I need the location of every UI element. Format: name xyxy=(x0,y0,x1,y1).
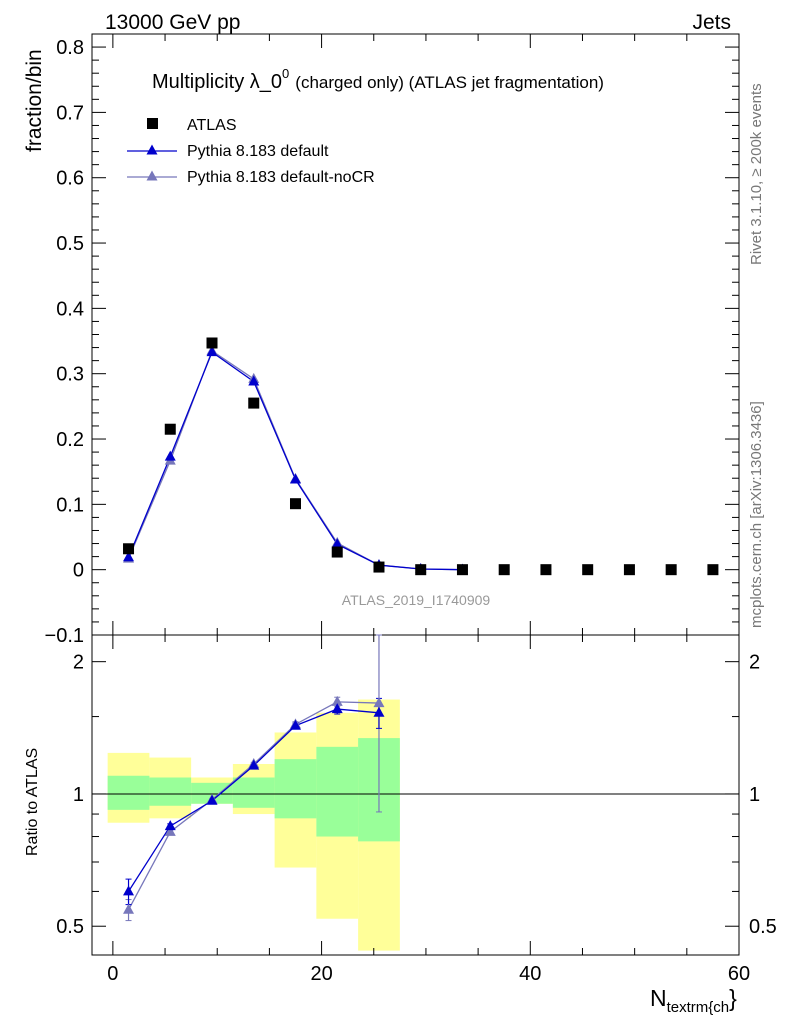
ratio-ytick-label-left: 2 xyxy=(73,652,84,674)
ratio-band-green xyxy=(149,777,192,806)
ratio-point-default xyxy=(331,703,343,714)
main-point-atlas xyxy=(248,397,260,409)
xtick-label: 60 xyxy=(728,963,750,985)
main-point-atlas xyxy=(456,564,468,576)
ratio-point-default xyxy=(164,820,176,831)
legend-default-label: Pythia 8.183 default xyxy=(187,143,329,160)
main-point-atlas xyxy=(707,564,719,576)
main-point-default xyxy=(206,346,218,357)
x-axis-label-tail: } xyxy=(729,985,737,1011)
main-point-default xyxy=(331,538,343,549)
main-point-default xyxy=(248,375,260,386)
ratio-band-green xyxy=(107,775,150,810)
plot-title-rest: (charged only) (ATLAS jet fragmentation) xyxy=(295,73,604,92)
plot-title: Multiplicity λ_00 (charged only) (ATLAS j… xyxy=(152,66,604,93)
main-ytick-label: 0.6 xyxy=(56,168,84,190)
ratio-uncertainty-bands xyxy=(107,699,400,951)
ratio-point-nocr xyxy=(164,825,176,836)
main-panel: −0.1 0 0.1 0.2 0.3 0.4 0.5 0.6 0.7 0.8 Multiplici… xyxy=(45,33,740,647)
main-point-atlas xyxy=(206,337,218,349)
ratio-ylabel: Ratio to ATLAS xyxy=(24,748,41,856)
header-energy-label: 13000 GeV pp xyxy=(105,11,240,34)
plot-title-main: Multiplicity λ_0 xyxy=(152,71,282,93)
main-point-atlas xyxy=(623,564,635,576)
ratio-point-default xyxy=(248,759,260,770)
main-ytick-label: 0.3 xyxy=(56,364,84,386)
main-ytick-label: 0.4 xyxy=(56,298,84,320)
ratio-panel: 0.5 1 2 0.5 1 2 0 20 40 60 Ntextrm{ch} xyxy=(56,634,777,1016)
xtick-label: 0 xyxy=(107,963,118,985)
main-point-atlas xyxy=(164,423,176,435)
main-point-default xyxy=(164,450,176,461)
legend-nocr-label: Pythia 8.183 default-noCR xyxy=(187,169,375,186)
legend-atlas-marker xyxy=(147,118,158,129)
ratio-point-nocr xyxy=(331,695,343,706)
main-point-atlas xyxy=(498,564,510,576)
main-point-default xyxy=(123,551,135,562)
legend-atlas-label: ATLAS xyxy=(187,117,237,134)
ratio-band-green xyxy=(191,782,233,804)
main-series-line-nocr xyxy=(127,349,463,571)
ratio-ytick-label-right: 2 xyxy=(749,652,760,674)
ratio-band-green xyxy=(232,777,275,808)
ratio-series-layer xyxy=(123,634,385,922)
x-axis-label-sub: textrm{ch xyxy=(667,999,730,1016)
legend-nocr-marker xyxy=(146,170,158,181)
main-series-line-default xyxy=(127,351,463,571)
main-ytick-label: 0.2 xyxy=(56,429,84,451)
main-ytick-label: 0.7 xyxy=(56,102,84,124)
main-series-layer xyxy=(123,337,719,576)
main-point-atlas xyxy=(415,564,427,576)
ratio-point-default xyxy=(206,794,218,805)
ratio-point-nocr xyxy=(373,697,385,708)
main-ytick-label: 0.5 xyxy=(56,233,84,255)
ratio-frame xyxy=(91,634,740,956)
main-point-atlas xyxy=(331,546,343,558)
ratio-ytick-labels-right: 0.5 1 2 xyxy=(749,652,777,939)
main-point-atlas xyxy=(373,561,385,573)
ratio-ytick-label-left: 0.5 xyxy=(56,916,84,938)
legend-default-marker xyxy=(146,144,158,155)
x-axis-label-main: N xyxy=(650,985,667,1011)
ratio-band-green xyxy=(274,759,317,819)
main-ytick-label: 0.8 xyxy=(56,37,84,59)
legend: ATLAS Pythia 8.183 default Pythia 8.183 … xyxy=(127,117,375,186)
ratio-ytick-label-right: 0.5 xyxy=(749,916,777,938)
ratio-point-default xyxy=(373,706,385,717)
ratio-point-default xyxy=(123,885,135,896)
mcplots-label: mcplots.cern.ch [arXiv:1306.3436] xyxy=(748,401,765,628)
main-axis-ticks xyxy=(92,33,740,636)
ratio-ytick-label-left: 1 xyxy=(73,784,84,806)
ratio-point-default xyxy=(289,719,301,730)
main-ylabel: fraction/bin xyxy=(23,49,46,152)
main-ytick-label: 0.1 xyxy=(56,494,84,516)
ratio-band-green xyxy=(316,746,359,837)
ratio-ytick-labels-left: 0.5 1 2 xyxy=(56,652,84,939)
x-axis-label: Ntextrm{ch} xyxy=(650,985,737,1016)
plot-title-sup: 0 xyxy=(282,66,289,81)
xtick-label: 20 xyxy=(310,963,332,985)
ratio-axis-ticks xyxy=(92,635,740,955)
rivet-version-label: Rivet 3.1.10, ≥ 200k events xyxy=(748,83,765,265)
main-point-atlas xyxy=(540,564,552,576)
main-ytick-labels-left: −0.1 0 0.1 0.2 0.3 0.4 0.5 0.6 0.7 0.8 xyxy=(45,37,84,647)
main-ytick-label: −0.1 xyxy=(45,625,84,647)
main-ytick-label: 0 xyxy=(73,560,84,582)
xtick-label: 40 xyxy=(519,963,541,985)
main-point-atlas xyxy=(665,564,677,576)
main-point-atlas xyxy=(289,498,301,510)
ratio-point-nocr xyxy=(123,903,135,914)
main-point-default xyxy=(289,473,301,484)
main-point-atlas xyxy=(123,543,135,555)
header-process-label: Jets xyxy=(692,11,731,34)
xtick-labels: 0 20 40 60 xyxy=(107,963,750,985)
ratio-ytick-label-right: 1 xyxy=(749,784,760,806)
analysis-label: ATLAS_2019_I1740909 xyxy=(342,592,491,608)
main-point-atlas xyxy=(582,564,594,576)
